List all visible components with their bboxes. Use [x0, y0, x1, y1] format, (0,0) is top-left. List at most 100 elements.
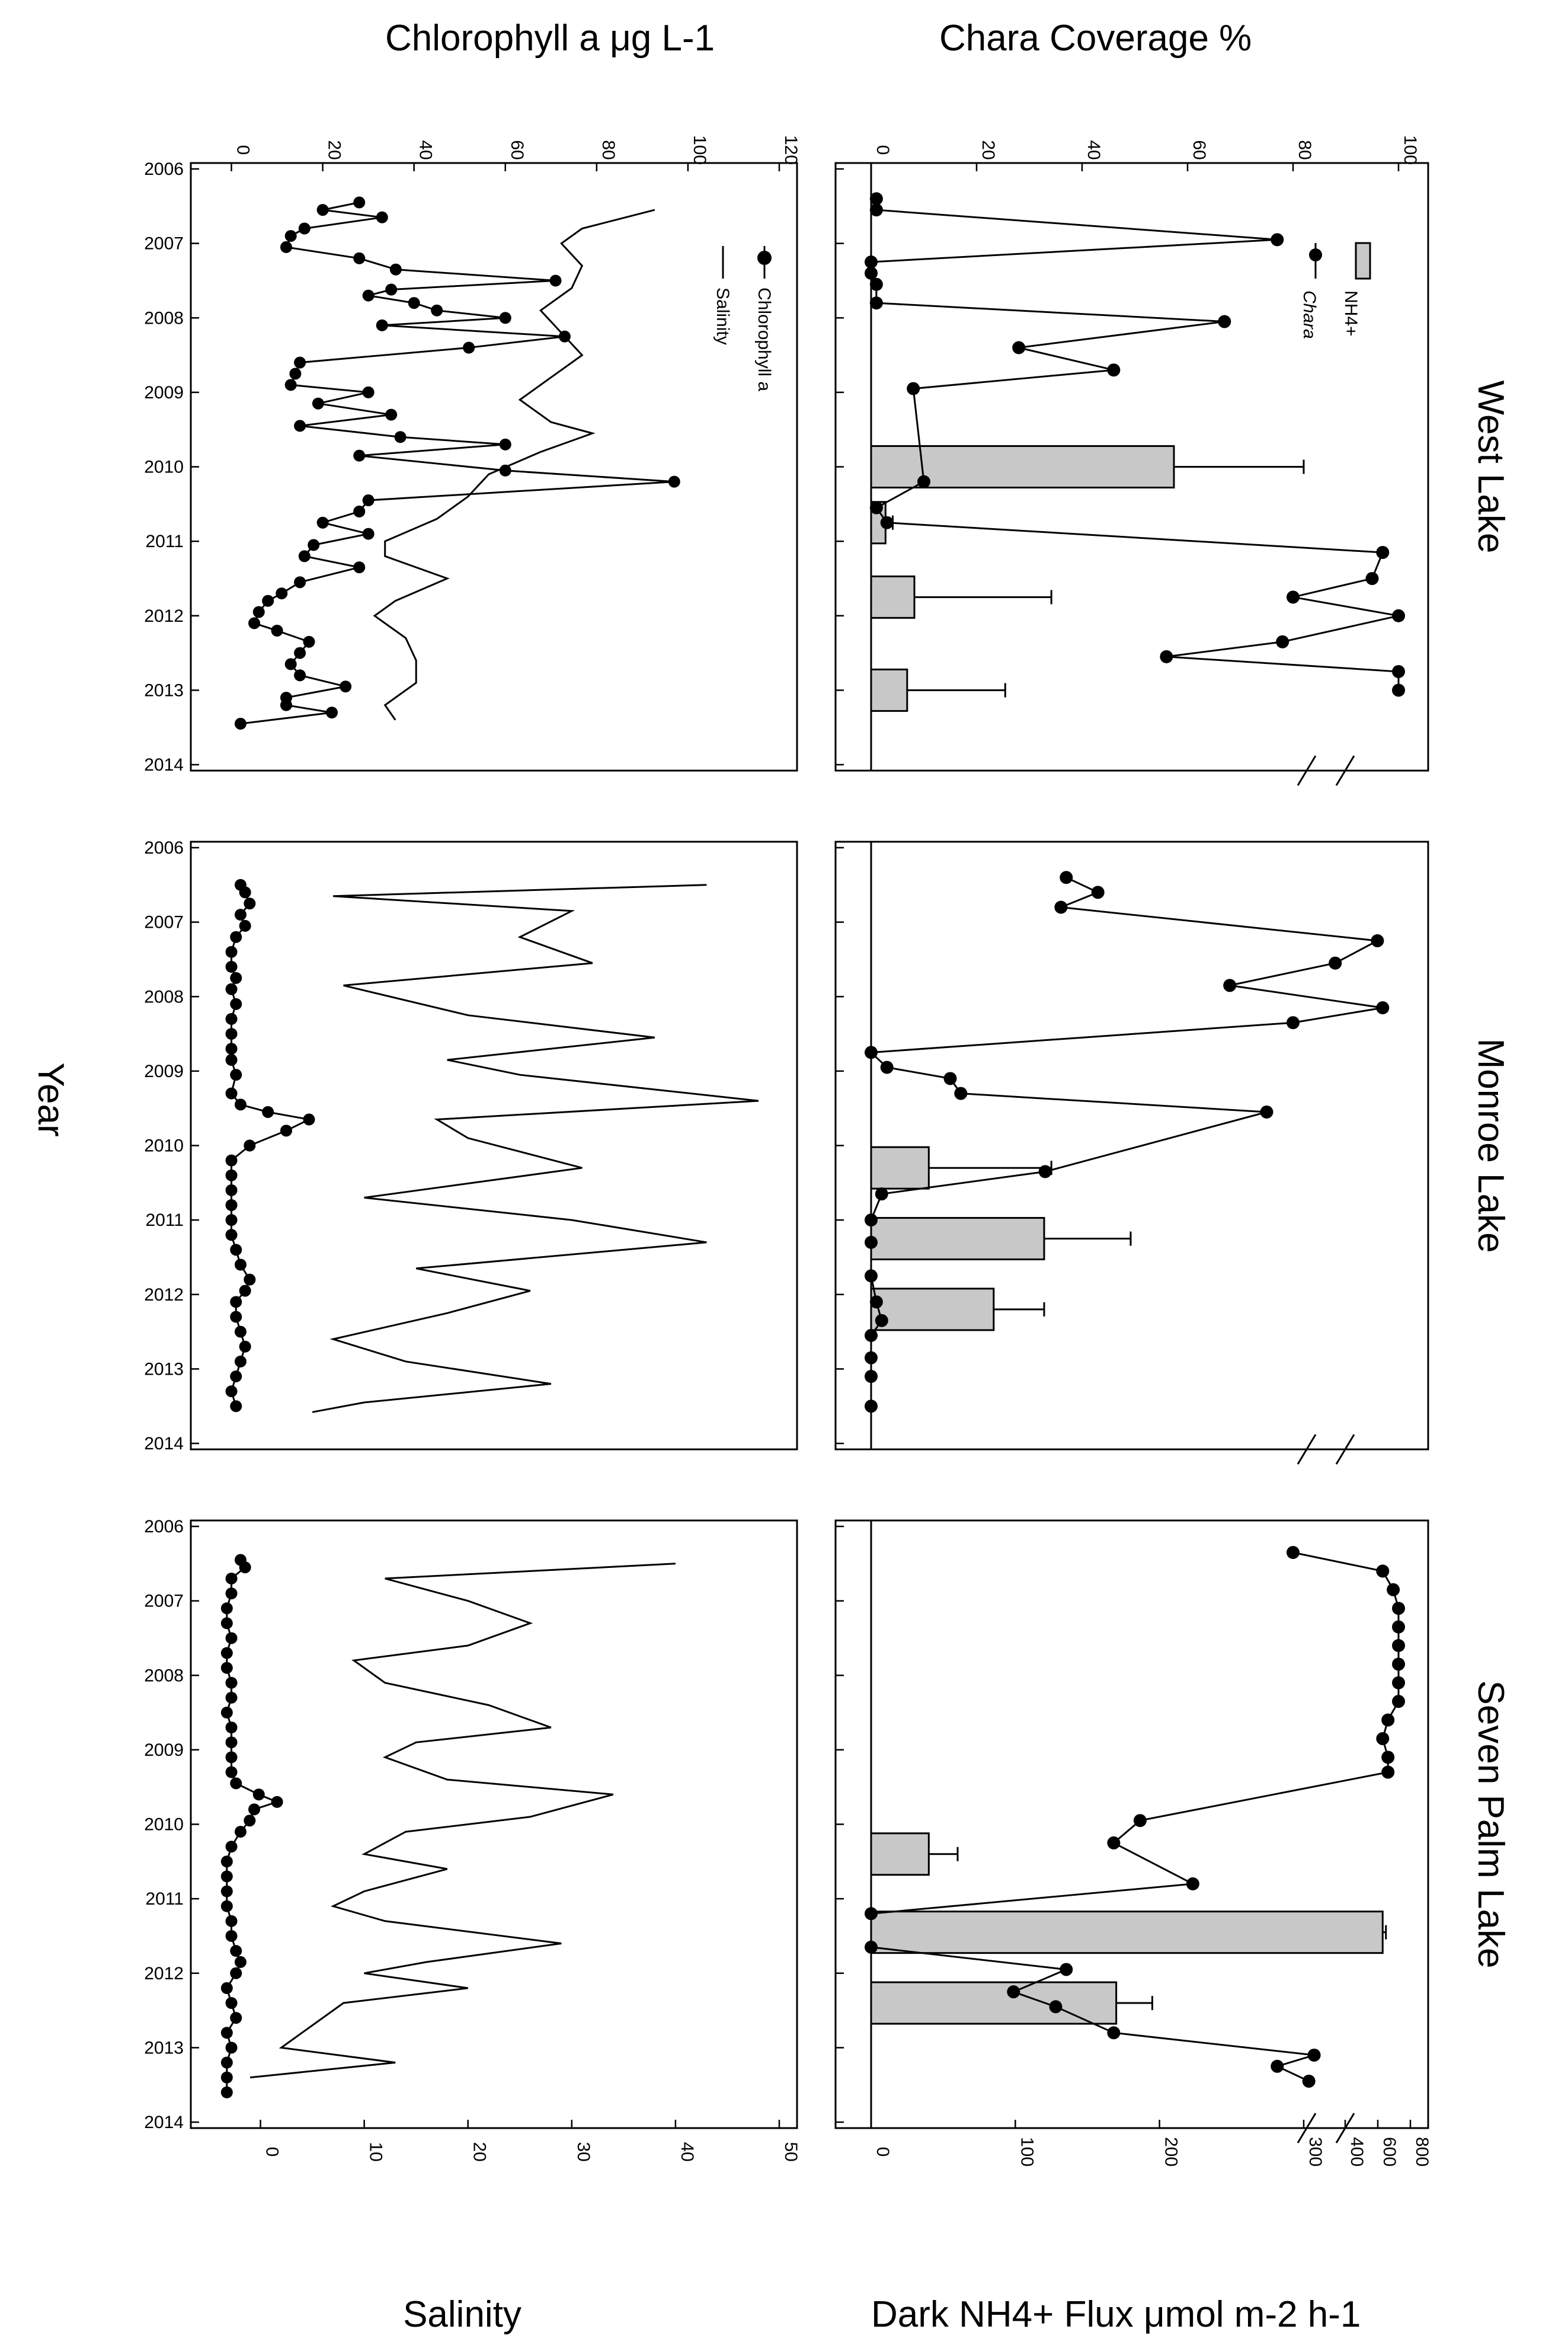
chlorophyll-point: [234, 1098, 247, 1111]
chlorophyll-point: [499, 438, 511, 451]
chlorophyll-point: [234, 1325, 247, 1338]
flux-tick-label: 0: [873, 2147, 892, 2157]
chara-point: [1133, 1814, 1147, 1828]
nh4-flux-bar: [870, 1981, 1118, 2025]
year-tick-label: 2010: [144, 1136, 184, 1156]
chlorophyll-point: [262, 595, 274, 607]
chlorophyll-point: [225, 1087, 238, 1100]
chara-point: [869, 192, 883, 206]
salinity-tick-label: 30: [574, 2142, 593, 2161]
year-tick-label: 2008: [144, 1666, 184, 1685]
chlorophyll-point: [289, 368, 302, 380]
year-tick-label: 2011: [145, 532, 184, 551]
salinity-line: [312, 884, 759, 1413]
chlorophyll-point: [353, 196, 366, 209]
chlorophyll-point: [220, 1900, 233, 1912]
chlorophyll-point: [248, 1803, 261, 1816]
chlorophyll-point: [230, 1370, 242, 1382]
chlorophyll-point: [230, 1967, 242, 1979]
chlorophyll-point: [225, 1587, 238, 1600]
chlorophyll-point: [244, 1273, 256, 1286]
salinity-line: [373, 209, 655, 721]
legend-chara-label: Chara: [1300, 290, 1319, 339]
chlorophyll-point: [225, 983, 238, 995]
flux-tick-label: 600: [1380, 2137, 1399, 2167]
chlorophyll-point: [220, 1855, 233, 1868]
chara-point: [1376, 1001, 1390, 1015]
chara-point: [1302, 2074, 1316, 2088]
chlorophyll-point: [294, 647, 306, 659]
chara-point: [1186, 1877, 1199, 1890]
chlorophyll-point: [280, 241, 292, 253]
legend-nh4-swatch: [1355, 242, 1371, 280]
chara-point: [1054, 900, 1068, 914]
nh4-flux-bar: [870, 1217, 1045, 1261]
axis-break-mark: [1297, 755, 1317, 786]
chlorophyll-point: [499, 312, 511, 324]
chara-point: [1271, 233, 1284, 247]
chlorophyll-point: [225, 1214, 238, 1226]
chara-point: [1381, 1765, 1395, 1779]
chlorophyll-point: [284, 658, 297, 670]
chlorophyll-point: [294, 356, 306, 369]
chl-panel-frame: [190, 162, 798, 772]
chlorophyll-point: [230, 1777, 242, 1790]
chara-point: [1060, 1963, 1073, 1976]
chlorophyll-point: [234, 1826, 247, 1838]
year-tick-label: 2012: [144, 606, 184, 626]
chara-point: [1376, 545, 1390, 559]
chara-point: [1060, 871, 1073, 884]
chlorophyll-point: [225, 1154, 238, 1167]
chlorophyll-point: [220, 1662, 233, 1674]
chlorophyll-point: [312, 397, 324, 410]
chara-point: [875, 1187, 888, 1201]
chlorophyll-point: [362, 494, 375, 507]
salinity-line: [249, 1563, 676, 2079]
year-tick-label: 2006: [144, 838, 184, 858]
year-tick-label: 2006: [144, 1517, 184, 1536]
chlorophyll-point: [230, 2012, 242, 2024]
chl-tick-label: 40: [416, 140, 436, 159]
chlorophyll-point: [558, 330, 571, 343]
chara-point: [869, 277, 883, 291]
chlorophyll-point: [252, 606, 265, 618]
year-tick-label: 2014: [144, 755, 184, 775]
chlorophyll-point: [220, 1617, 233, 1630]
chlorophyll-point: [239, 1561, 251, 1574]
chara-point: [954, 1087, 968, 1100]
chlorophyll-point: [294, 576, 306, 589]
chlorophyll-point: [225, 1169, 238, 1181]
chara-tick-label: 20: [978, 140, 998, 159]
salinity-axis-label: Salinity: [403, 2294, 521, 2335]
chara-point: [1392, 665, 1405, 678]
chara-point: [1392, 1639, 1405, 1652]
chlorophyll-point: [220, 2071, 233, 2084]
chl-tick-label: 80: [599, 140, 618, 159]
chlorophyll-point: [244, 1139, 256, 1152]
lake-title: Seven Palm Lake: [1470, 1681, 1511, 1969]
chlorophyll-point: [362, 528, 375, 540]
year-tick-label: 2010: [144, 458, 184, 477]
chara-point: [1392, 609, 1405, 622]
year-tick-label: 2007: [144, 234, 184, 254]
chlorophyll-point: [385, 408, 398, 421]
axis-break-mark: [1335, 1434, 1355, 1465]
chara-point: [1307, 2048, 1321, 2062]
chara-point: [1218, 315, 1231, 328]
chara-point: [1287, 1016, 1300, 1030]
chara-line: [870, 199, 1400, 691]
chlorophyll-point: [220, 1602, 233, 1615]
year-tick-label: 2007: [144, 1592, 184, 1611]
chlorophyll-point: [234, 1956, 247, 1968]
year-tick-label: 2006: [144, 159, 184, 179]
nh4-flux-bar: [870, 575, 916, 619]
year-tick-label: 2012: [144, 1964, 184, 1983]
chlorophyll-point: [294, 420, 306, 432]
chlorophyll-point: [225, 1229, 238, 1241]
axis-break-mark: [1297, 2113, 1317, 2143]
chara-point: [1160, 650, 1173, 663]
axis-break-mark: [1297, 1434, 1317, 1465]
chlorophyll-point: [298, 550, 311, 563]
chlorophyll-line: [226, 1559, 280, 2093]
